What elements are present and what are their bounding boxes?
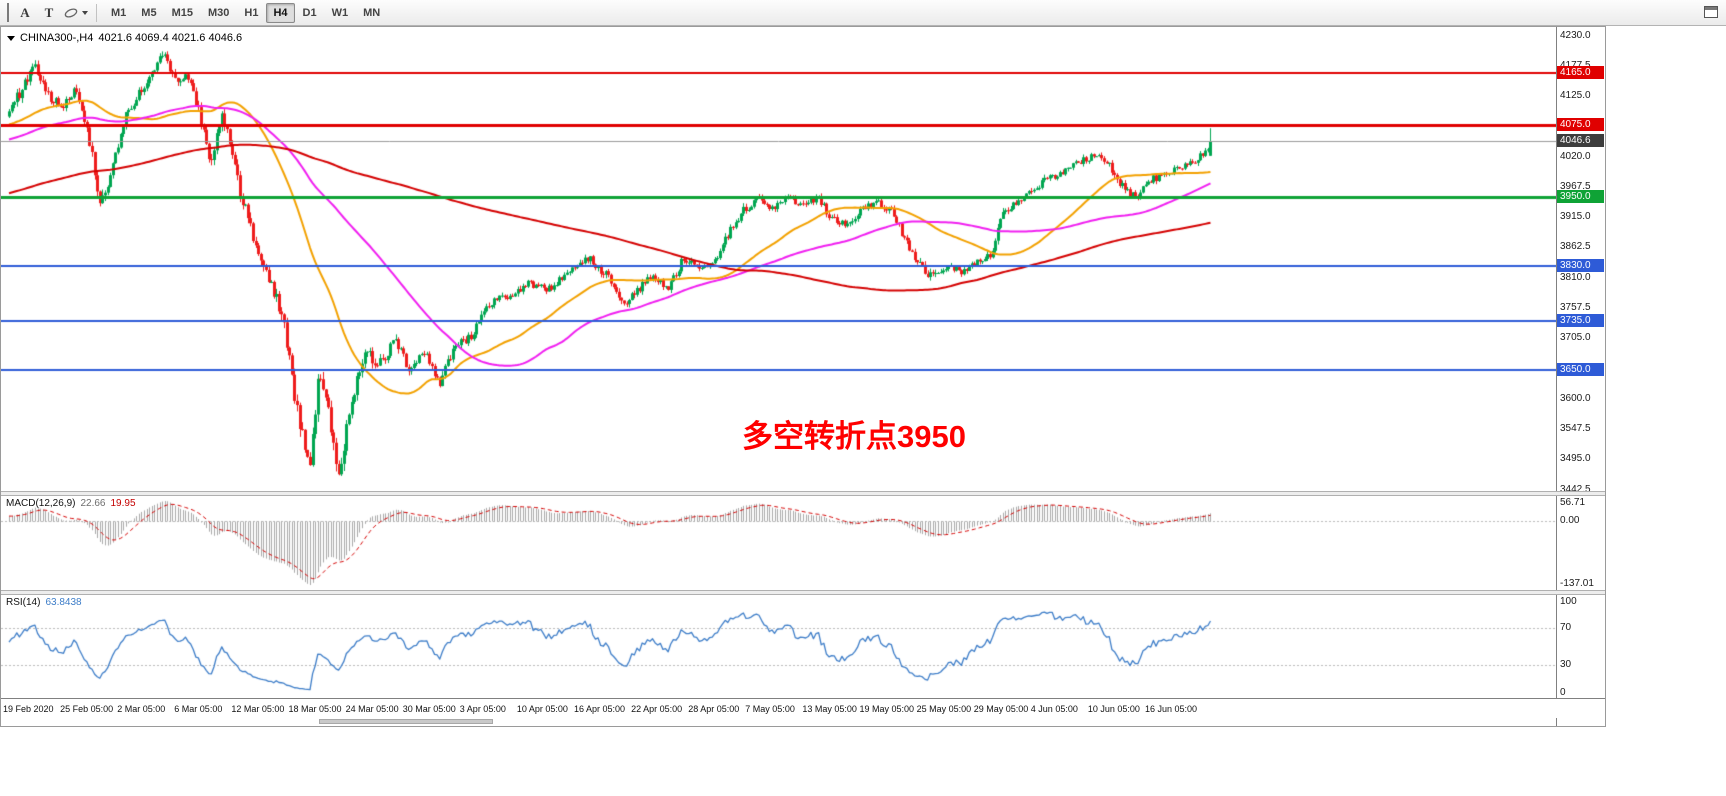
arrow-text-tool-label: A [20, 4, 30, 20]
timeframe-button-w1[interactable]: W1 [325, 3, 356, 23]
rsi-name: RSI(14) [6, 597, 41, 608]
axis-tick-label: 4177.5 [1560, 60, 1591, 72]
macd-indicator-label: MACD(12,26,9) 22.66 19.95 [6, 498, 136, 509]
price-badge: 4165.0 [1557, 66, 1604, 79]
time-axis-label: 16 Apr 05:00 [574, 704, 626, 714]
axis-tick-label: 3705.0 [1560, 332, 1591, 343]
time-axis-label: 19 Feb 2020 [3, 704, 54, 714]
panel-splitter[interactable] [1, 491, 1605, 496]
symbol-ohlc-label: CHINA300-,H4 4021.6 4069.4 4021.6 4046.6 [7, 32, 242, 44]
axis-tick-label: 3757.5 [1560, 302, 1591, 313]
price-badge: 3950.0 [1557, 190, 1604, 203]
time-axis-label: 3 Apr 05:00 [459, 704, 506, 714]
time-axis-label: 13 May 05:00 [802, 704, 857, 714]
timeframe-button-m1[interactable]: M1 [104, 3, 133, 23]
ohlc-values: 4021.6 4069.4 4021.6 4046.6 [98, 32, 243, 44]
axis-tick-label: 3442.5 [1560, 484, 1591, 495]
main-chart-canvas[interactable] [1, 27, 1556, 491]
axis-tick-label: 3547.5 [1560, 423, 1591, 434]
shapes-icon [64, 7, 78, 18]
axis-tick-label: 30 [1560, 659, 1572, 670]
window-icon[interactable] [1704, 6, 1718, 18]
grid-icon [4, 2, 12, 22]
time-axis-label: 4 Jun 05:00 [1030, 704, 1078, 714]
rsi-canvas[interactable] [1, 595, 1556, 698]
horizontal-scrollbar[interactable] [1, 718, 1556, 725]
chart-text-annotation[interactable]: 多空转折点3950 [742, 419, 966, 454]
time-axis-label: 25 May 05:00 [916, 704, 972, 714]
scrollbar-thumb[interactable] [319, 719, 493, 724]
axis-tick-label: -137.01 [1560, 578, 1594, 589]
time-axis-label: 24 Mar 05:00 [345, 704, 399, 714]
price-badge: 4046.6 [1557, 134, 1604, 147]
axis-tick-label: 3600.0 [1560, 393, 1591, 404]
timeframe-button-d1[interactable]: D1 [296, 3, 324, 23]
time-axis-label: 10 Apr 05:00 [516, 704, 568, 714]
time-axis-label: 10 Jun 05:00 [1087, 704, 1140, 714]
timeframe-button-m5[interactable]: M5 [134, 3, 163, 23]
arrow-text-tool-button[interactable]: A [14, 3, 36, 23]
time-axis-label: 29 May 05:00 [973, 704, 1029, 714]
time-axis[interactable]: 19 Feb 2020 25 Feb 05:00 2 Mar 05:00 6 Mar … [1, 698, 1605, 718]
axis-tick-label: 3915.0 [1560, 211, 1591, 222]
axis-tick-label: 3862.5 [1560, 241, 1591, 252]
time-axis-label: 22 Apr 05:00 [631, 704, 683, 714]
timeframe-button-h4[interactable]: H4 [266, 2, 295, 23]
axis-tick-label: 70 [1560, 622, 1572, 633]
toolbar-separator [96, 3, 97, 22]
price-badge: 3735.0 [1557, 314, 1604, 327]
macd-canvas[interactable] [1, 496, 1556, 590]
timeframe-button-m15[interactable]: M15 [165, 3, 200, 23]
axis-tick-label: 4020.0 [1560, 151, 1591, 162]
chart-window: CHINA300-,H4 4021.6 4069.4 4021.6 4046.6… [0, 26, 1606, 727]
time-axis-label: 28 Apr 05:00 [688, 704, 740, 714]
time-axis-label: 6 Mar 05:00 [174, 704, 223, 714]
macd-signal-value: 19.95 [110, 498, 136, 509]
shapes-tool-button[interactable] [62, 3, 89, 23]
time-axis-label: 7 May 05:00 [745, 704, 795, 714]
toolbar: A T M1 M5 M15 M30 H1 H4 D1 W1 MN [0, 0, 1726, 26]
time-axis-label: 16 Jun 05:00 [1145, 704, 1198, 714]
price-axis[interactable]: 4230.04177.54125.04072.54020.03967.53915… [1556, 27, 1605, 726]
panel-splitter[interactable] [1, 590, 1605, 595]
macd-main-value: 22.66 [80, 498, 106, 509]
timeframe-button-m30[interactable]: M30 [201, 3, 236, 23]
symbol-name: CHINA300-,H4 [20, 32, 94, 44]
timeframe-button-mn[interactable]: MN [356, 3, 387, 23]
time-axis-label: 2 Mar 05:00 [117, 704, 166, 714]
rsi-indicator-label: RSI(14) 63.8438 [6, 597, 82, 608]
time-axis-label: 18 Mar 05:00 [288, 704, 342, 714]
price-badge: 3650.0 [1557, 363, 1604, 376]
axis-tick-label: 56.71 [1560, 497, 1586, 508]
time-axis-label: 25 Feb 05:00 [60, 704, 114, 714]
timeframe-group: M1 M5 M15 M30 H1 H4 D1 W1 MN [104, 2, 387, 23]
text-tool-label: T [44, 4, 54, 20]
chevron-down-icon [82, 10, 88, 15]
rsi-value: 63.8438 [45, 597, 82, 608]
axis-tick-label: 0.00 [1560, 515, 1580, 526]
axis-tick-label: 3495.0 [1560, 453, 1591, 464]
axis-tick-label: 100 [1560, 596, 1577, 607]
axis-tick-label: 0 [1560, 687, 1566, 698]
timeframe-button-h1[interactable]: H1 [237, 3, 265, 23]
axis-tick-label: 3810.0 [1560, 272, 1591, 283]
time-axis-label: 30 Mar 05:00 [402, 704, 456, 714]
axis-tick-label: 4230.0 [1560, 30, 1591, 41]
text-tool-button[interactable]: T [38, 3, 60, 23]
time-axis-label: 12 Mar 05:00 [231, 704, 285, 714]
axis-tick-label: 4125.0 [1560, 90, 1591, 101]
price-badge: 3830.0 [1557, 259, 1604, 272]
price-badge: 4075.0 [1557, 118, 1604, 131]
symbol-dropdown-icon[interactable] [7, 35, 15, 41]
time-axis-label: 19 May 05:00 [859, 704, 915, 714]
axis-tick-label: 3967.5 [1560, 181, 1591, 192]
macd-name: MACD(12,26,9) [6, 498, 76, 509]
